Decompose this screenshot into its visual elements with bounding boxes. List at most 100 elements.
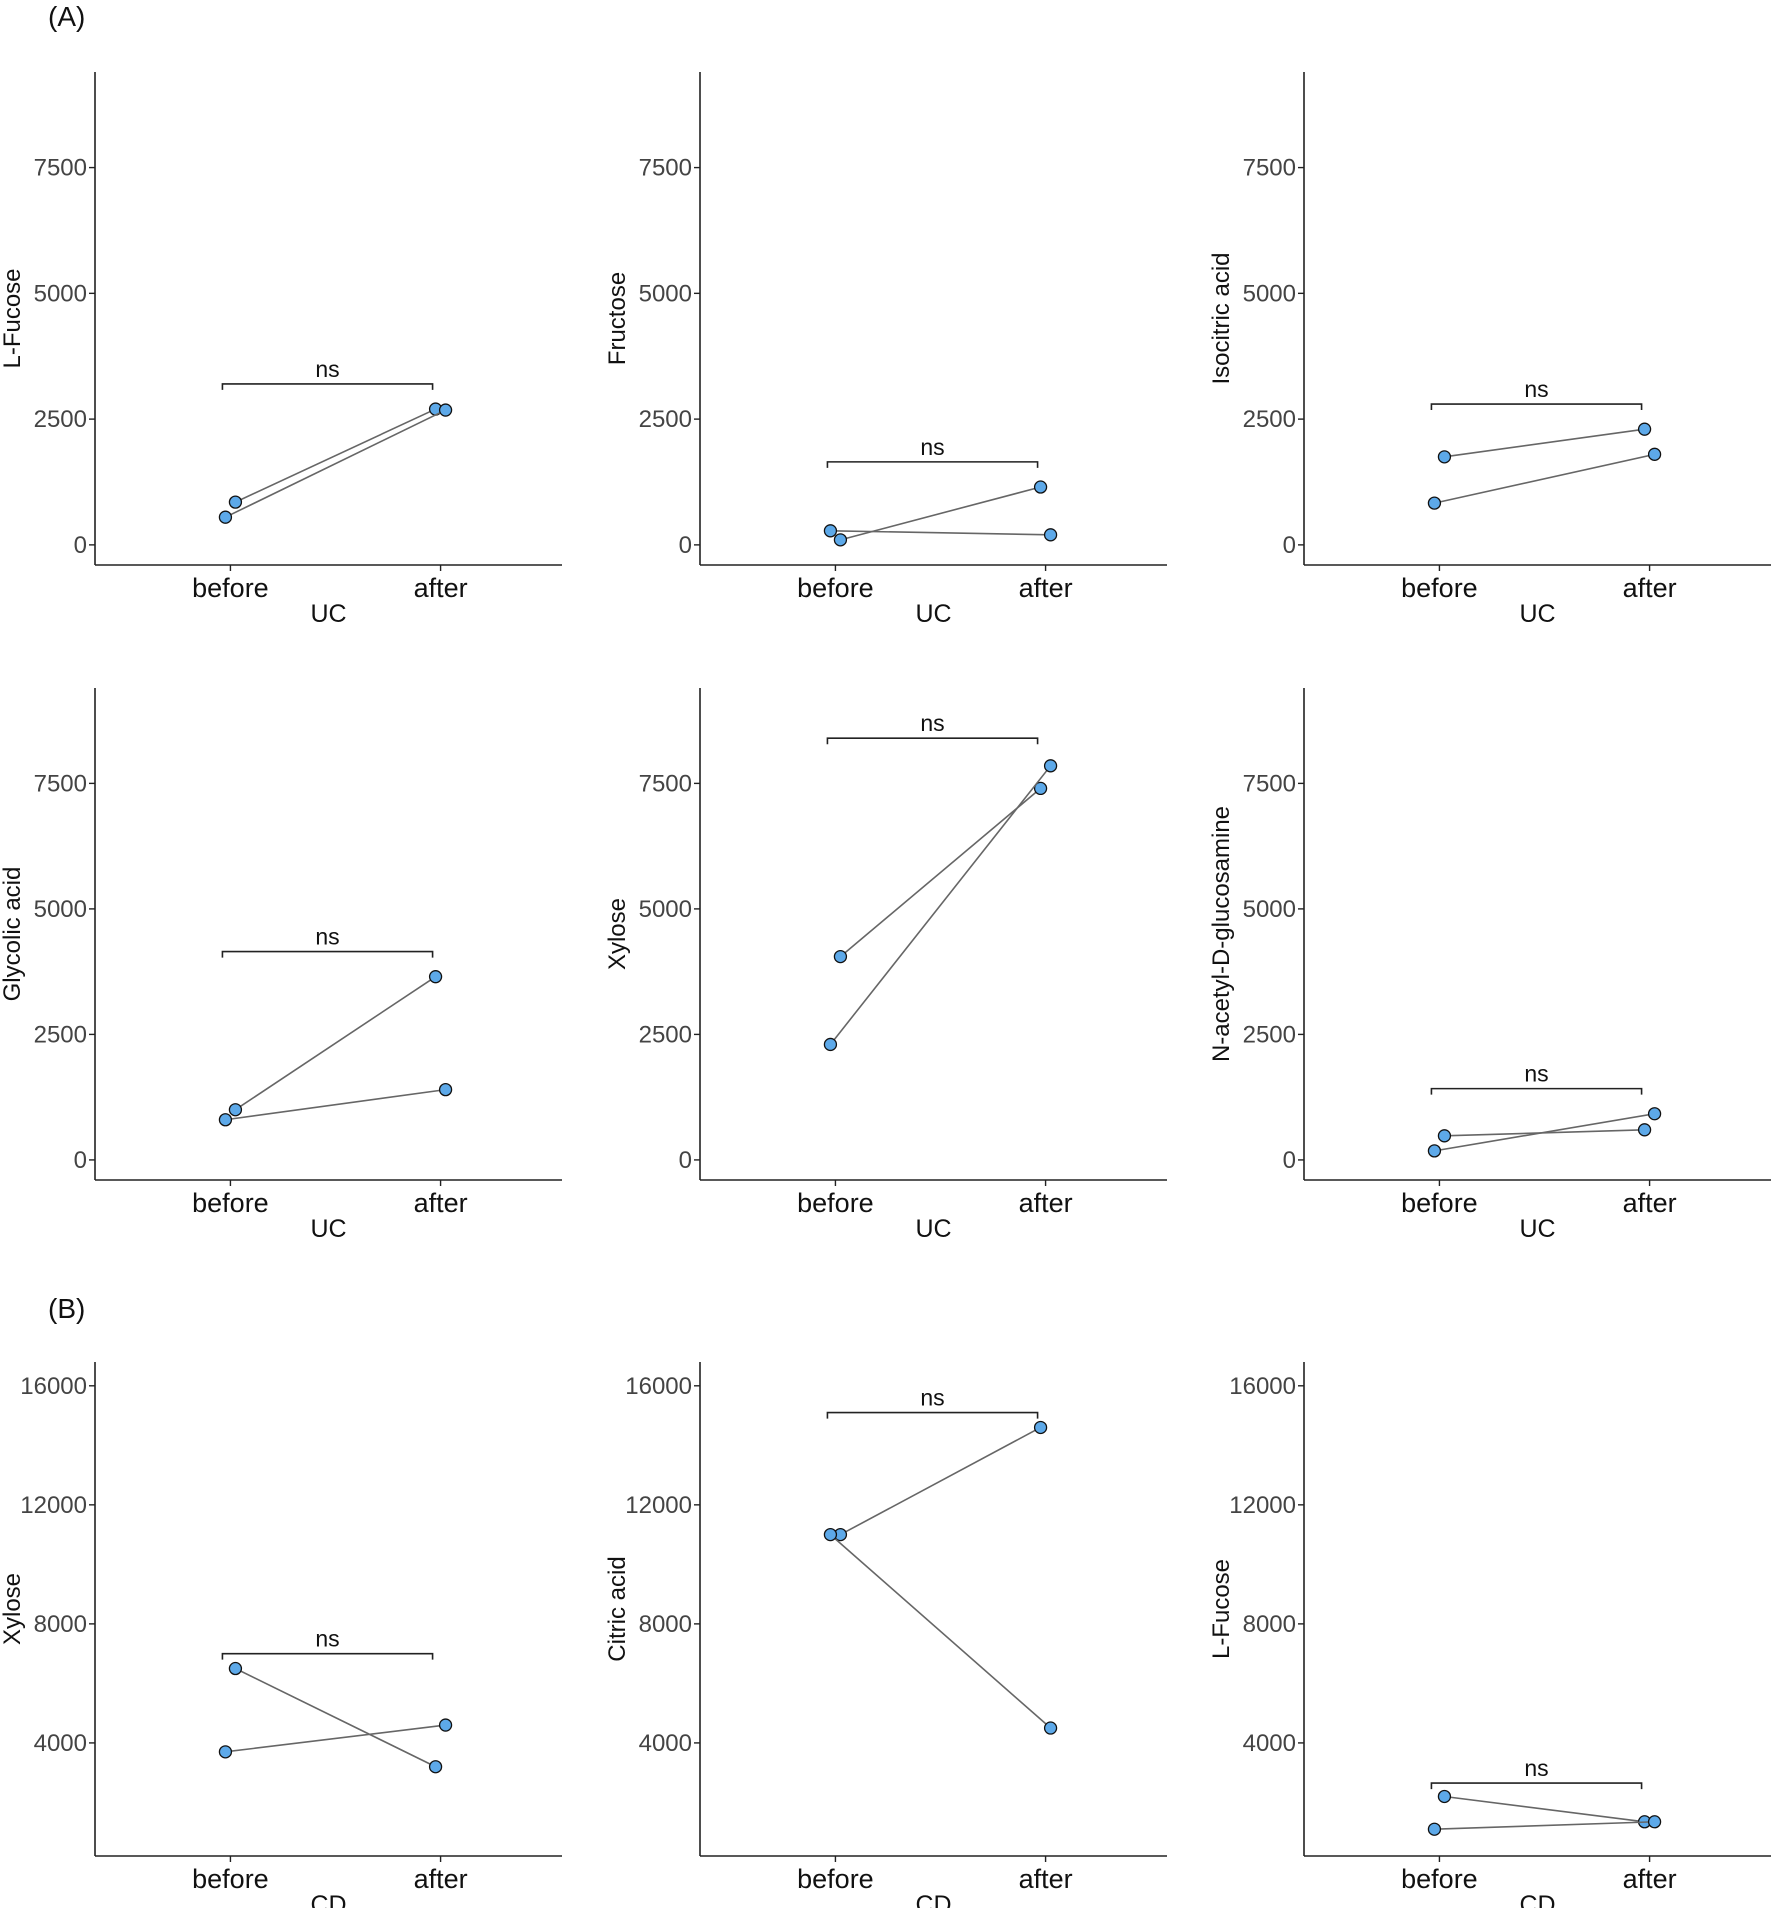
x-axis-title: UC xyxy=(310,1215,346,1243)
y-axis-title: Xylose xyxy=(0,1573,26,1645)
y-tick-label: 16000 xyxy=(20,1373,87,1400)
significance-label: ns xyxy=(920,710,944,736)
significance-bracket xyxy=(221,1652,434,1660)
y-tick-label: 5000 xyxy=(34,896,87,923)
data-point-after xyxy=(1647,447,1662,461)
data-point-before xyxy=(218,510,233,524)
data-point-before xyxy=(228,1103,243,1117)
significance-label: ns xyxy=(315,1626,339,1652)
y-axis-title: Xylose xyxy=(604,898,631,970)
x-tick-label: before xyxy=(797,1188,874,1218)
data-point-after xyxy=(1043,528,1058,542)
y-axis-title: Fructose xyxy=(604,272,631,365)
x-axis-title: UC xyxy=(915,1215,951,1243)
significance-label: ns xyxy=(920,434,944,460)
y-tick-label: 4000 xyxy=(639,1730,692,1757)
y-tick-label: 8000 xyxy=(639,1611,692,1638)
y-tick-label: 0 xyxy=(1283,532,1296,559)
data-point-before xyxy=(833,533,848,547)
significance-label: ns xyxy=(315,924,339,950)
y-axis-title: N-acetyl-D-glucosamine xyxy=(1208,806,1235,1062)
chart-panel-5: 0 2500 5000 7500 before after UC Xylose ns xyxy=(604,688,1167,1243)
y-tick-label: 4000 xyxy=(1243,1730,1296,1757)
y-tick-label: 2500 xyxy=(34,1021,87,1048)
y-tick-label: 12000 xyxy=(20,1492,87,1519)
x-axis-title: CD xyxy=(1519,1891,1555,1908)
y-tick-label: 2500 xyxy=(34,406,87,433)
data-point-after xyxy=(438,1718,453,1732)
x-axis-title: UC xyxy=(1519,600,1555,628)
y-axis-title: Glycolic acid xyxy=(0,867,26,1002)
data-point-after xyxy=(1637,422,1652,436)
data-point-after xyxy=(1033,1420,1048,1435)
x-axis-title: UC xyxy=(915,600,951,628)
data-point-after xyxy=(428,970,443,984)
significance-bracket xyxy=(826,461,1039,468)
x-tick-label: after xyxy=(1623,1864,1677,1894)
significance-bracket xyxy=(826,1411,1039,1419)
pair-line xyxy=(235,408,436,503)
data-point-after xyxy=(428,1760,443,1774)
significance-label: ns xyxy=(1524,376,1548,402)
chart-panel-1: 0 2500 5000 7500 before after UC L-Fucose ns xyxy=(0,72,562,628)
pair-line xyxy=(225,409,446,518)
y-tick-label: 5000 xyxy=(34,280,87,307)
x-axis-title: CD xyxy=(310,1891,346,1908)
significance-bracket xyxy=(1430,1087,1643,1095)
pair-line xyxy=(225,1088,446,1121)
x-tick-label: after xyxy=(414,573,468,603)
x-tick-label: before xyxy=(797,1864,874,1894)
data-point-before xyxy=(1427,1822,1442,1836)
x-tick-label: before xyxy=(1401,1188,1478,1218)
y-axis-title: L-Fucose xyxy=(0,268,26,368)
chart-panel-6: 0 2500 5000 7500 before after UC N-acetyl-D-glu… xyxy=(1208,688,1771,1243)
y-tick-label: 5000 xyxy=(639,280,692,307)
data-point-before xyxy=(833,949,848,964)
significance-bracket xyxy=(1430,403,1643,411)
y-tick-label: 16000 xyxy=(1229,1373,1296,1400)
data-point-after xyxy=(1637,1123,1652,1137)
data-point-before xyxy=(1427,1144,1442,1158)
y-tick-label: 0 xyxy=(1283,1147,1296,1174)
pair-line xyxy=(1434,1820,1655,1831)
x-tick-label: before xyxy=(1401,1864,1478,1894)
x-tick-label: before xyxy=(1401,573,1478,603)
y-axis-title: Citric acid xyxy=(604,1556,631,1661)
pair-line xyxy=(234,976,437,1111)
pair-line xyxy=(829,1534,1052,1729)
x-axis-title: UC xyxy=(310,600,346,628)
y-tick-label: 7500 xyxy=(1243,155,1296,182)
chart-panel-3: 0 2500 5000 7500 before after UC Isocitric acid… xyxy=(1208,72,1771,628)
y-tick-label: 12000 xyxy=(1229,1492,1296,1519)
pair-line xyxy=(830,529,1051,536)
x-tick-label: after xyxy=(414,1188,468,1218)
data-point-after xyxy=(438,1082,453,1097)
chart-panel-2: 0 2500 5000 7500 before after UC Fructose ns xyxy=(604,72,1167,628)
pair-line xyxy=(235,1667,436,1768)
data-point-before xyxy=(823,1527,838,1542)
data-point-before xyxy=(228,495,243,509)
y-tick-label: 5000 xyxy=(1243,896,1296,923)
y-tick-label: 7500 xyxy=(639,155,692,182)
significance-bracket xyxy=(1430,1782,1643,1790)
chart-panel-8: 4000 8000 12000 16000 before after CD Citric ac… xyxy=(604,1362,1167,1908)
x-tick-label: before xyxy=(192,1188,269,1218)
data-point-after xyxy=(1647,1107,1662,1121)
significance-label: ns xyxy=(1524,1755,1548,1781)
x-axis-title: CD xyxy=(915,1891,951,1908)
x-tick-label: after xyxy=(1019,573,1073,603)
y-tick-label: 2500 xyxy=(1243,406,1296,433)
data-point-before xyxy=(1437,1789,1452,1804)
x-tick-label: after xyxy=(1623,573,1677,603)
data-point-before xyxy=(823,1037,838,1052)
x-tick-label: after xyxy=(1019,1864,1073,1894)
significance-label: ns xyxy=(920,1385,944,1411)
x-tick-label: after xyxy=(414,1864,468,1894)
data-point-after xyxy=(1043,1721,1058,1735)
chart-panel-9: 4000 8000 12000 16000 before after CD L-Fucose n… xyxy=(1208,1362,1771,1908)
data-point-before xyxy=(1427,496,1442,510)
y-tick-label: 5000 xyxy=(1243,280,1296,307)
data-point-before xyxy=(1437,1129,1452,1143)
significance-label: ns xyxy=(1524,1061,1548,1087)
